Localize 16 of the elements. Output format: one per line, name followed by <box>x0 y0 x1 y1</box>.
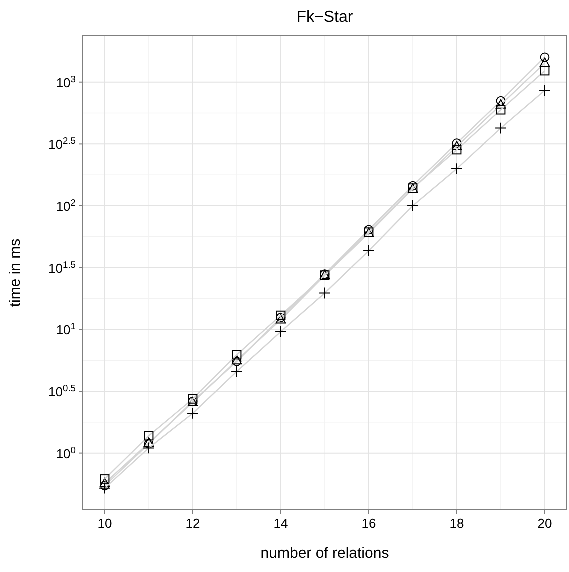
x-tick-label: 16 <box>362 516 376 531</box>
x-tick-label: 12 <box>186 516 200 531</box>
y-tick-label: 10$^{2}$ <box>56 198 76 214</box>
x-tick-label: 18 <box>450 516 464 531</box>
y-tick-label: 10$^{0.5}$ <box>48 383 76 400</box>
chart-title: Fk−Star <box>296 9 354 26</box>
y-tick-label: 10$^{3}$ <box>56 74 76 90</box>
y-tick-label: 10$^{0}$ <box>56 445 76 462</box>
y-tick-label: 10$^{1}$ <box>56 322 76 338</box>
x-tick-label: 10 <box>98 516 112 531</box>
x-axis-title: number of relations <box>260 545 390 562</box>
x-tick-label: 14 <box>274 516 288 531</box>
x-tick-label: 20 <box>538 516 552 531</box>
y-axis-title: time in ms <box>7 238 24 308</box>
y-tick-label: 10$^{2.5}$ <box>48 136 76 152</box>
y-tick-label: 10$^{1.5}$ <box>48 260 76 276</box>
